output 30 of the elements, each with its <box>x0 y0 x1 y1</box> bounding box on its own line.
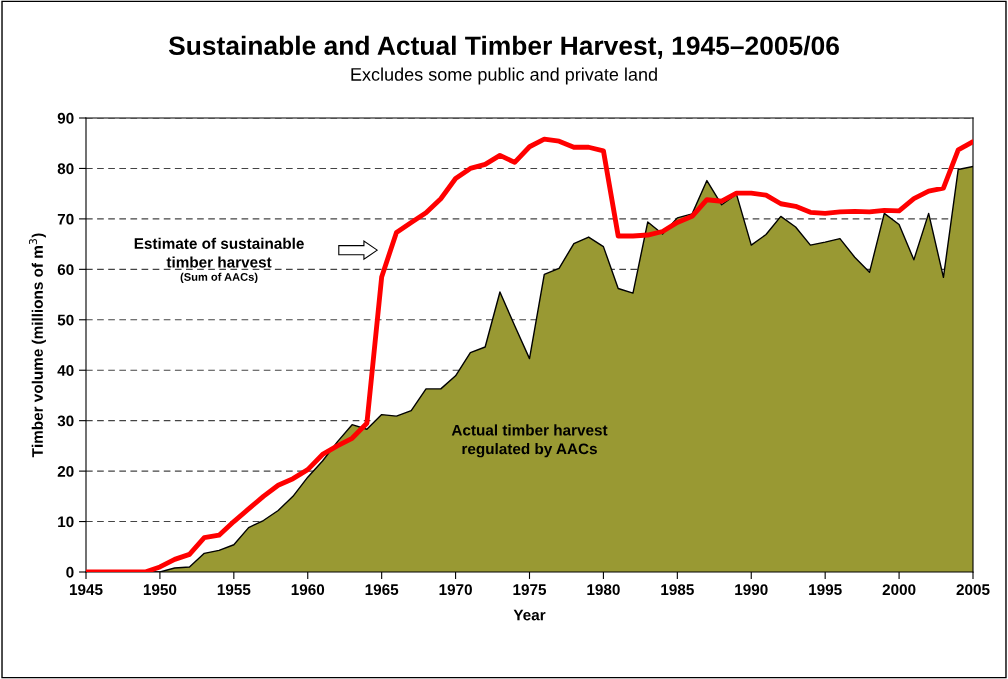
y-tick-label: 40 <box>57 365 74 376</box>
x-tick-label: 2005 <box>956 584 990 596</box>
x-tick-label: 1945 <box>69 584 103 596</box>
y-tick-label: 70 <box>57 213 74 225</box>
x-tick-label: 1980 <box>587 584 620 596</box>
y-tick-label: 60 <box>57 264 74 276</box>
y-tick-label: 50 <box>57 314 74 326</box>
annotation: Actual timber harvest regulated by AACs <box>451 424 608 458</box>
x-tick-label: 1950 <box>143 584 177 596</box>
y-tick-label: 90 <box>57 112 74 124</box>
x-tick-label: 1995 <box>809 584 842 596</box>
chart-subtitle: Excludes some public and private land <box>351 67 657 85</box>
chart-title: Sustainable and Actual Timber Harvest, 1945–2005/06 <box>168 35 839 59</box>
x-tick-label: 1985 <box>661 584 694 596</box>
x-tick-label: 1955 <box>217 584 251 596</box>
y-tick-label: 20 <box>57 465 74 477</box>
x-tick-label: 1970 <box>439 584 472 596</box>
y-tick-label: 10 <box>58 516 74 528</box>
x-tick-label: 1965 <box>365 584 399 596</box>
y-axis-title: Timber volume (millions of m$^{3}$) <box>28 233 46 458</box>
x-tick-label: 1990 <box>735 584 768 596</box>
y-tick-label: 30 <box>57 415 74 427</box>
x-tick-label: 1975 <box>513 584 547 596</box>
y-tick-label: 0 <box>66 566 74 578</box>
x-tick-label: 1960 <box>291 584 325 596</box>
annotation: Estimate of sustainable timber harvest <box>134 237 304 268</box>
x-tick-label: 2000 <box>882 584 916 596</box>
annotation: (Sum of AACs) <box>180 272 258 284</box>
x-axis-title: Year <box>513 609 546 621</box>
y-tick-label: 80 <box>57 163 74 175</box>
